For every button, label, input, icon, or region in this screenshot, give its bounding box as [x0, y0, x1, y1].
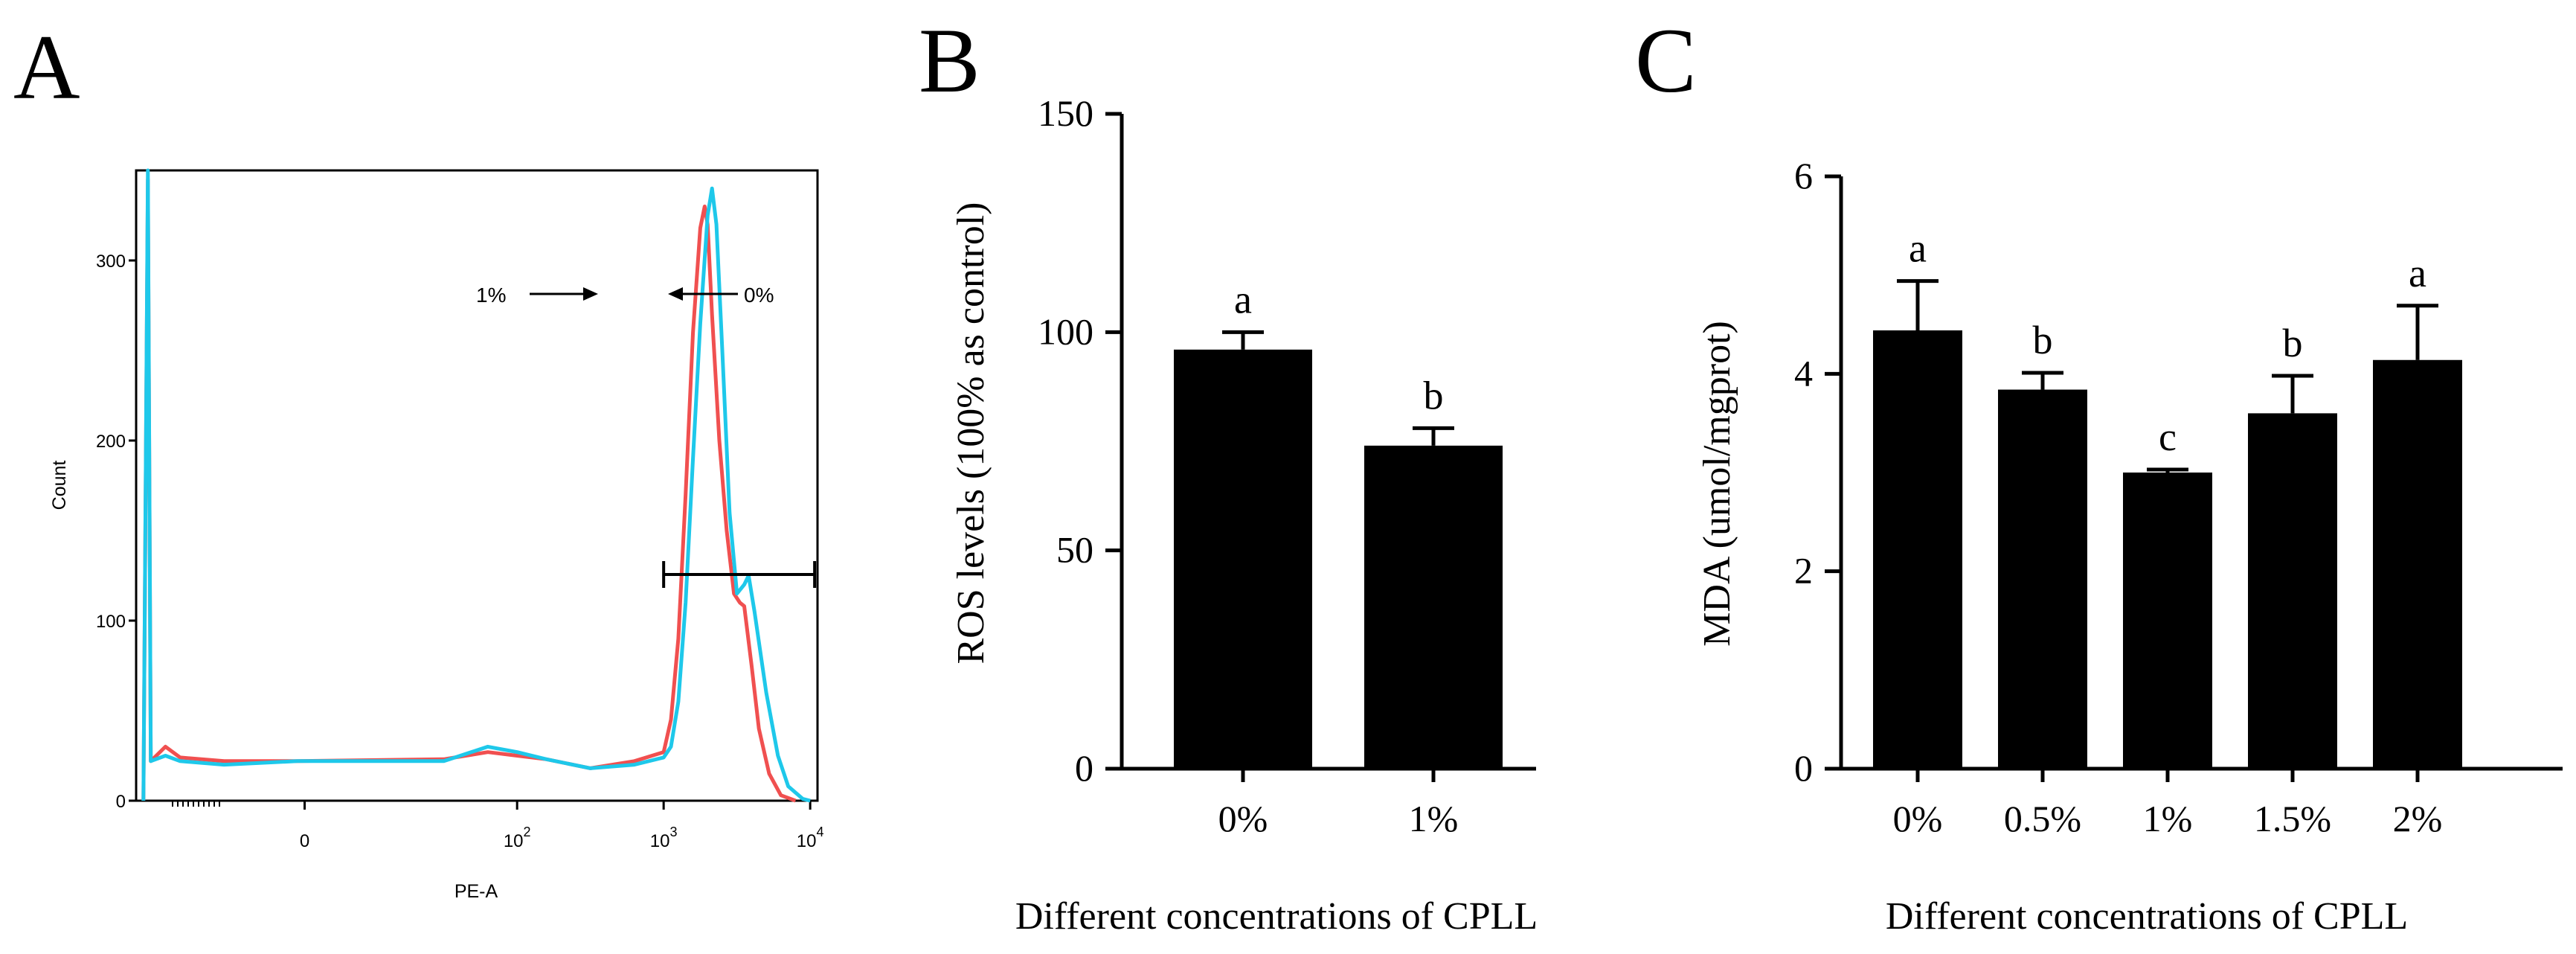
histogram-x-axis-label: PE-A — [455, 881, 498, 902]
histogram-x-tick-label: 0 — [300, 831, 309, 851]
y-tick-label: 4 — [1794, 352, 1813, 394]
y-tick-label: 6 — [1794, 155, 1813, 196]
bar — [1364, 445, 1503, 769]
significance-letter: a — [1234, 277, 1252, 321]
histogram-series-one-percent — [141, 177, 797, 803]
histogram-x-axis: 0 102 103 104 — [172, 801, 824, 851]
histogram-x-tick-exponent: 3 — [670, 825, 678, 839]
panel-a-letter: A — [13, 16, 80, 118]
histogram-plot-frame — [135, 169, 819, 802]
significance-letter: b — [2283, 321, 2303, 365]
ros-x-axis-label: Different concentrations of CPLL — [1015, 895, 1538, 938]
histogram-y-tick-label: 0 — [116, 792, 126, 812]
significance-letter: b — [2033, 318, 2053, 362]
histogram-x-tick-base: 10 — [504, 831, 524, 851]
histogram-x-tick-base: 10 — [650, 831, 670, 851]
y-tick-label: 2 — [1794, 550, 1813, 592]
mda-y-axis-label: MDA (umol/mgprot) — [1696, 321, 1738, 647]
bar — [1174, 349, 1312, 769]
histogram-x-tick-base: 0 — [300, 831, 309, 851]
histogram-y-tick-label: 100 — [96, 612, 126, 632]
histogram-x-tick-label: 103 — [650, 825, 678, 851]
significance-letter: c — [2159, 414, 2177, 459]
histogram-annotations: 1% 0% — [476, 284, 774, 307]
category-label: 1.5% — [2254, 798, 2331, 839]
histogram-x-tick-exponent: 2 — [524, 825, 531, 839]
bar — [1998, 389, 2087, 769]
category-label: 0.5% — [2004, 798, 2081, 839]
histogram-y-tick-label: 200 — [96, 432, 126, 452]
ros-y-axis-label: ROS levels (100% as control) — [950, 202, 992, 664]
bar — [2248, 413, 2337, 769]
category-label: 0% — [1893, 798, 1943, 839]
panel-b-letter: B — [919, 10, 980, 112]
histogram-series — [141, 168, 811, 803]
arrow-left-head-icon — [668, 287, 683, 301]
bar-chart-panel-b: 0 50 100 150 0% a 1% b ROS levels (100% as cont… — [950, 92, 1538, 938]
y-tick-label: 150 — [1038, 92, 1093, 134]
histogram-x-tick-label: 102 — [504, 825, 531, 851]
arrow-right-head-icon — [583, 287, 598, 301]
y-tick-label: 0 — [1075, 747, 1093, 789]
y-tick-label: 50 — [1056, 529, 1093, 571]
annotation-zero-percent: 0% — [744, 284, 774, 307]
category-label: 2% — [2393, 798, 2443, 839]
histogram-gate — [662, 561, 817, 588]
category-label: 0% — [1218, 798, 1268, 839]
bar — [2373, 359, 2462, 769]
category-label: 1% — [1409, 798, 1459, 839]
significance-letter: b — [1424, 373, 1444, 417]
histogram-x-tick-label: 104 — [797, 825, 824, 851]
significance-letter: a — [2409, 251, 2426, 295]
annotation-one-percent: 1% — [476, 284, 506, 307]
mda-x-axis-label: Different concentrations of CPLL — [1886, 895, 2408, 938]
bar — [2123, 473, 2212, 769]
histogram-x-tick-base: 10 — [797, 831, 817, 851]
histogram-y-tick-label: 300 — [96, 252, 126, 272]
histogram-series-zero-percent — [141, 168, 811, 803]
y-tick-label: 100 — [1038, 310, 1093, 352]
panel-c-letter: C — [1635, 10, 1697, 112]
y-tick-label: 0 — [1794, 747, 1813, 789]
histogram-y-axis: 0 100 200 300 — [96, 252, 136, 812]
histogram-x-tick-exponent: 4 — [816, 825, 823, 839]
bar — [1873, 330, 1962, 769]
category-label: 1% — [2143, 798, 2193, 839]
histogram-y-axis-label: Count — [49, 461, 70, 510]
bar-chart-panel-c: 0 2 4 6 0% a 0.5% b 1% c 1.5% b 2% a MDA (umol/mgprot… — [1696, 155, 2563, 938]
significance-letter: a — [1909, 226, 1927, 271]
